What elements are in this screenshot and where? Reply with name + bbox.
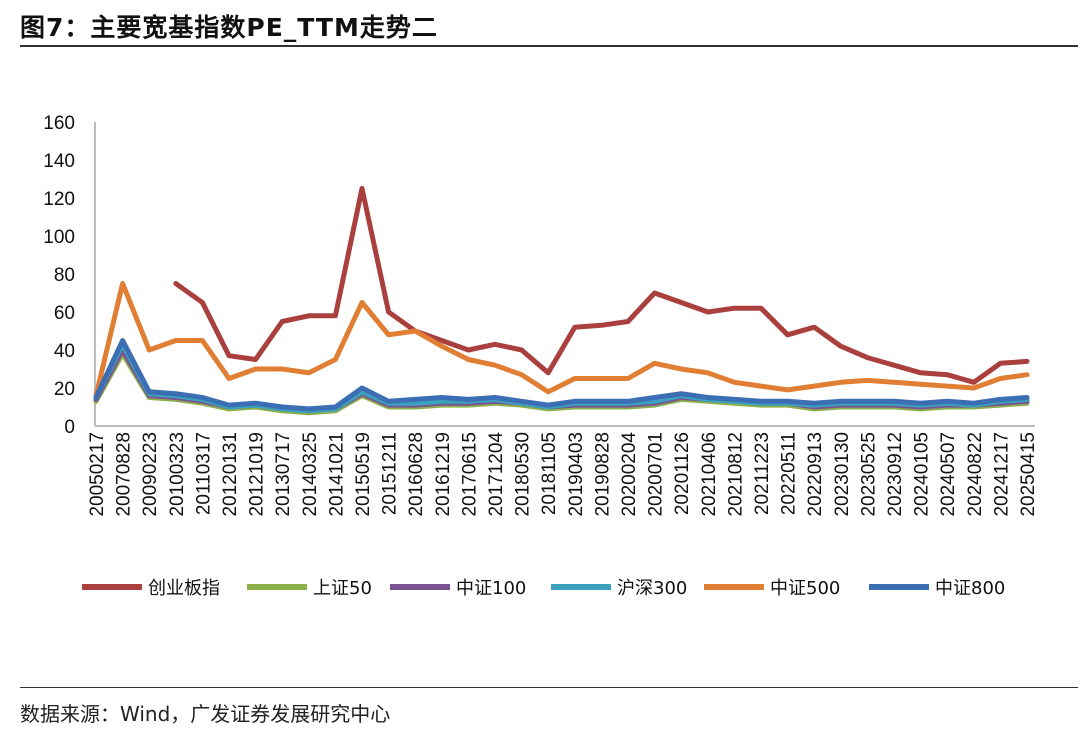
x-tick-label: 20141021 bbox=[326, 432, 347, 517]
legend-item: 中证100 bbox=[390, 578, 526, 599]
x-tick-label: 20201126 bbox=[672, 432, 693, 515]
x-tick-label: 20161219 bbox=[433, 432, 454, 517]
x-tick-label: 20120131 bbox=[220, 432, 241, 517]
x-tick-label: 20230130 bbox=[832, 432, 853, 517]
y-tick-label: 140 bbox=[43, 151, 75, 172]
legend-item: 上证50 bbox=[247, 578, 372, 599]
series-line-创业板指 bbox=[173, 186, 1030, 385]
x-tick-label: 20200204 bbox=[619, 432, 640, 517]
x-tick-label: 20230525 bbox=[858, 432, 879, 517]
legend-label: 上证50 bbox=[313, 578, 372, 599]
y-tick-label: 160 bbox=[43, 113, 75, 134]
x-tick-label: 20090223 bbox=[140, 432, 161, 517]
x-tick-label: 20181105 bbox=[539, 432, 560, 515]
x-tick-label: 20241217 bbox=[991, 432, 1012, 517]
x-tick-label: 20121019 bbox=[247, 432, 268, 517]
title-divider bbox=[20, 45, 1078, 47]
x-tick-label: 20050217 bbox=[87, 432, 108, 517]
y-tick-label: 20 bbox=[54, 379, 75, 400]
x-tick-label: 20230912 bbox=[885, 432, 906, 517]
series-line-中证500 bbox=[93, 281, 1030, 399]
x-tick-label: 20210812 bbox=[725, 432, 746, 517]
footer-divider bbox=[20, 687, 1078, 688]
x-tick-label: 20220913 bbox=[805, 432, 826, 517]
y-tick-label: 40 bbox=[54, 341, 75, 362]
y-tick-label: 80 bbox=[54, 265, 75, 286]
legend-item: 中证800 bbox=[869, 578, 1005, 599]
x-tick-label: 20200701 bbox=[646, 432, 667, 517]
x-tick-label: 20070828 bbox=[114, 432, 135, 517]
y-tick-label: 0 bbox=[64, 417, 75, 438]
legend-label: 中证100 bbox=[456, 578, 526, 599]
x-tick-label: 20190828 bbox=[592, 432, 613, 517]
x-tick-label: 20130717 bbox=[273, 432, 294, 517]
x-tick-label: 20170615 bbox=[459, 432, 480, 517]
legend-item: 创业板指 bbox=[82, 578, 220, 599]
legend-item: 中证500 bbox=[704, 578, 840, 599]
legend-label: 中证500 bbox=[770, 578, 840, 599]
legend-label: 创业板指 bbox=[148, 578, 220, 599]
x-tick-label: 20171204 bbox=[486, 432, 507, 517]
x-tick-label: 20160628 bbox=[406, 432, 427, 517]
x-tick-label: 20210406 bbox=[699, 432, 720, 517]
legend-item: 沪深300 bbox=[551, 578, 687, 599]
x-tick-label: 20140325 bbox=[300, 432, 321, 517]
legend-label: 中证800 bbox=[935, 578, 1005, 599]
x-tick-label: 20110317 bbox=[193, 432, 214, 515]
x-tick-label: 20100323 bbox=[167, 432, 188, 517]
x-tick-label: 20250415 bbox=[1018, 432, 1039, 517]
y-tick-label: 60 bbox=[54, 303, 75, 324]
source-note: 数据来源：Wind，广发证券发展研究中心 bbox=[20, 702, 391, 726]
x-tick-label: 20150519 bbox=[353, 432, 374, 517]
x-tick-label: 20211223 bbox=[752, 432, 773, 515]
x-tick-label: 20190403 bbox=[566, 432, 587, 517]
series-line-中证800 bbox=[93, 338, 1030, 412]
x-tick-label: 20240822 bbox=[965, 432, 986, 517]
figure-title: 图7：主要宽基指数PE_TTM走势二 bbox=[20, 13, 438, 42]
y-tick-label: 120 bbox=[43, 189, 75, 210]
pe-ttm-line-chart: 0 20 40 60 80 100 120 140 160 20050217 20070828 200… bbox=[43, 113, 1039, 599]
x-tick-label: 20240105 bbox=[912, 432, 933, 517]
legend-label: 沪深300 bbox=[617, 578, 687, 599]
x-tick-label: 20240507 bbox=[938, 432, 959, 517]
y-tick-label: 100 bbox=[43, 227, 75, 248]
x-tick-label: 20151211 bbox=[380, 432, 401, 515]
x-tick-label: 20220511 bbox=[779, 432, 800, 515]
x-tick-label: 20180530 bbox=[513, 432, 534, 517]
